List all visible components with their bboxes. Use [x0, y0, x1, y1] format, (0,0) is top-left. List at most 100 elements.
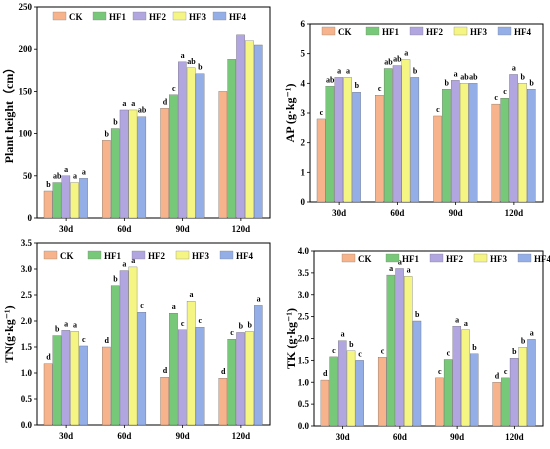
bar-hf1 [52, 335, 62, 426]
y-tick-label: 50 [23, 171, 33, 181]
significance-letter: a [189, 290, 193, 299]
bar-hf2 [392, 65, 402, 203]
x-tick-label: 60d [117, 224, 131, 234]
bar-ck [491, 103, 501, 203]
y-tick-label: 3.0 [298, 290, 310, 300]
legend-label-hf4: HF4 [534, 254, 550, 264]
x-tick-label: 60d [117, 431, 131, 441]
y-tick-label: 5 [301, 49, 306, 59]
significance-letter: b [415, 310, 420, 319]
significance-letter: a [131, 256, 135, 265]
legend-swatch-hf3 [175, 250, 190, 260]
legend-swatch-hf3 [172, 11, 187, 21]
y-axis-label: AP (g·kg⁻¹) [283, 84, 297, 143]
significance-letter: c [503, 87, 507, 96]
bar-hf1 [386, 274, 396, 427]
bar-hf2 [452, 326, 462, 427]
significance-letter: ab [384, 58, 393, 67]
legend-label-hf1: HF1 [402, 254, 419, 264]
x-tick-label: 30d [332, 208, 346, 218]
legend-swatch-hf2 [131, 250, 146, 260]
significance-letter: a [455, 315, 459, 324]
significance-letter: b [445, 78, 450, 87]
bar-hf4 [254, 44, 263, 219]
significance-letter: d [104, 336, 109, 345]
significance-letter: a [64, 319, 68, 328]
significance-letter: a [257, 294, 261, 303]
y-tick-label: 0.5 [298, 399, 310, 409]
y-tick-label: 3 [301, 108, 306, 118]
bar-hf1 [443, 359, 453, 427]
bar-ck [102, 346, 111, 426]
significance-letter: ab [469, 72, 478, 81]
bar-hf1 [227, 339, 236, 426]
bar-hf3 [346, 350, 356, 427]
y-tick-label: 1.5 [21, 342, 33, 352]
bar-hf4 [470, 353, 479, 427]
significance-letter: c [181, 319, 185, 328]
significance-letter: d [163, 366, 168, 375]
legend-swatch-hf3 [473, 253, 488, 263]
y-tick-label: 2.0 [21, 316, 33, 326]
legend-label-hf1: HF1 [382, 27, 399, 37]
x-tick-label: 120d [232, 224, 251, 234]
legend-label-hf1: HF1 [104, 251, 121, 261]
bar-hf4 [195, 327, 205, 426]
significance-letter: b [413, 66, 418, 75]
x-tick-label: 30d [59, 224, 73, 234]
bar-hf2 [61, 330, 71, 426]
significance-letter: a [73, 320, 77, 329]
significance-letter: ab [393, 55, 402, 64]
legend-swatch-hf2 [409, 26, 424, 36]
significance-letter: d [46, 353, 51, 362]
bar-hf3 [518, 83, 527, 203]
bar-hf2 [451, 80, 460, 203]
legend-label-hf3: HF3 [192, 251, 209, 261]
y-tick-label: 2 [301, 138, 306, 148]
significance-letter: ab [326, 75, 335, 84]
legend-label-hf2: HF2 [446, 254, 463, 264]
legend-label-ck: CK [338, 27, 352, 37]
bar-hf1 [169, 94, 178, 219]
significance-letter: c [230, 328, 234, 337]
legend-label-hf4: HF4 [229, 12, 246, 22]
bar-hf4 [79, 178, 88, 219]
bar-hf2 [338, 340, 347, 427]
bar-hf2 [395, 268, 404, 427]
x-tick-label: 120d [505, 208, 524, 218]
bar-hf2 [334, 77, 344, 203]
legend-swatch-hf3 [453, 26, 468, 36]
significance-letter: d [163, 97, 168, 106]
x-tick-label: 30d [336, 432, 350, 442]
legend-label-ck: CK [69, 12, 83, 22]
bar-hf2 [236, 34, 245, 219]
x-tick-label: 90d [176, 431, 190, 441]
significance-letter: a [337, 66, 341, 75]
legend-swatch-hf1 [365, 26, 380, 36]
bar-hf1 [325, 86, 335, 203]
significance-letter: a [346, 66, 350, 75]
bar-ck [492, 382, 501, 427]
x-tick-label: 120d [505, 432, 524, 442]
y-tick-label: 2.5 [298, 312, 310, 322]
bar-hf4 [352, 92, 361, 203]
bar-hf2 [236, 332, 245, 426]
bar-hf1 [383, 68, 393, 203]
legend-swatch-hf2 [429, 253, 444, 263]
significance-letter: ab [138, 106, 147, 115]
bar-hf2 [119, 109, 129, 219]
significance-letter: b [113, 275, 118, 284]
bar-hf1 [501, 377, 510, 427]
bar-hf3 [245, 331, 254, 426]
legend-swatch-ck [52, 11, 67, 21]
bar-ck [375, 95, 384, 203]
bar-ck [43, 363, 53, 426]
significance-letter: c [504, 367, 508, 376]
y-tick-label: 2.0 [298, 334, 310, 344]
legend-swatch-hf1 [87, 250, 102, 260]
x-tick-label: 60d [393, 432, 407, 442]
significance-letter: a [407, 265, 411, 274]
bar-hf4 [355, 360, 364, 427]
